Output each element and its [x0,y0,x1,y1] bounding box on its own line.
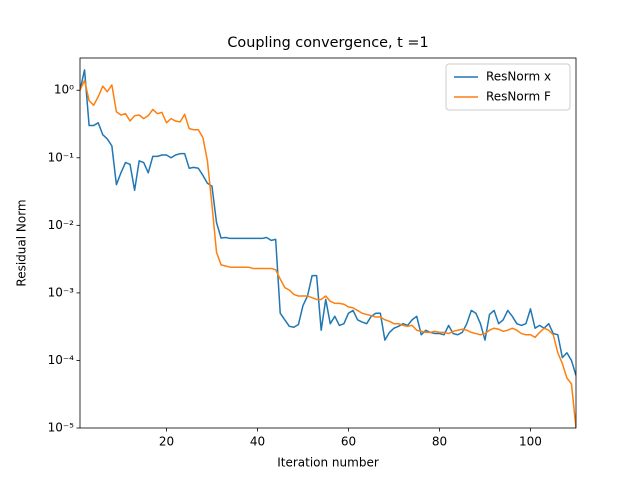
legend-label: ResNorm F [486,90,551,104]
x-tick-label: 100 [519,435,542,449]
series-line [80,79,576,428]
x-tick-label: 80 [432,435,447,449]
series-line [80,69,576,376]
y-tick-label: 10⁻⁴ [48,353,75,367]
chart-title: Coupling convergence, t =1 [227,35,428,51]
x-axis-label: Iteration number [277,456,379,470]
y-tick-label: 10⁰ [54,83,74,97]
plot-area [80,69,576,428]
y-tick-label: 10⁻³ [48,285,75,299]
x-tick-label: 40 [250,435,265,449]
y-axis-label: Residual Norm [15,199,29,286]
legend-label: ResNorm x [486,70,551,84]
y-tick-label: 10⁻² [48,218,75,232]
x-tick-label: 20 [159,435,174,449]
legend-box [445,63,571,111]
x-tick-label: 60 [341,435,356,449]
y-tick-label: 10⁻¹ [48,150,75,164]
y-tick-label: 10⁻⁵ [48,421,75,435]
axes-frame [79,57,577,429]
